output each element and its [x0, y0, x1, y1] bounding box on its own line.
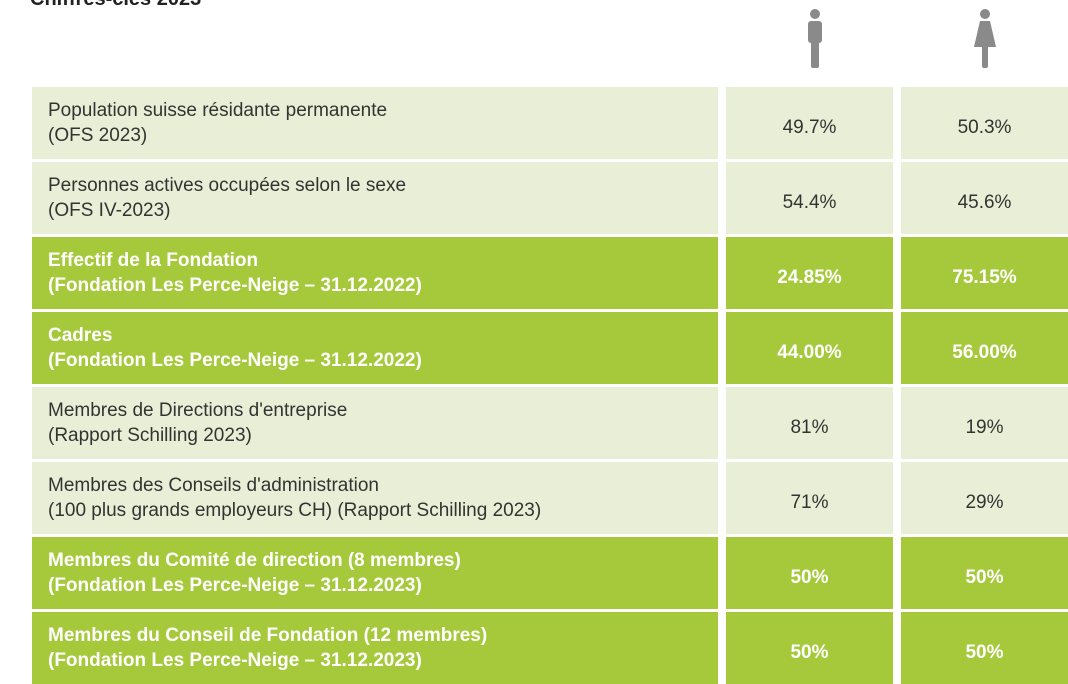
label-line: (Fondation Les Perce-Neige – 31.12.2023)	[48, 650, 422, 671]
women-value: 56.00%	[901, 312, 1068, 384]
man-icon	[808, 9, 822, 68]
header-icons	[808, 9, 996, 68]
label-line: (Fondation Les Perce-Neige – 31.12.2023)	[48, 575, 422, 596]
women-value: 50%	[901, 612, 1068, 684]
title: Chiffres-clés 2023	[30, 0, 201, 11]
label-line: Cadres	[48, 325, 113, 346]
row-label: Membres des Conseils d'administration (10…	[32, 462, 718, 534]
label-line: Personnes actives occupées selon le sexe	[48, 175, 407, 196]
label-line: (OFS 2023)	[48, 125, 148, 146]
table-row: Population suisse résidante permanente (O…	[32, 87, 1068, 159]
row-label: Personnes actives occupées selon le sexe…	[32, 162, 718, 234]
label-line: (100 plus grands employeurs CH) (Rapport…	[48, 500, 542, 521]
row-label: Cadres (Fondation Les Perce-Neige – 31.12…	[32, 312, 718, 384]
men-value: 24.85%	[726, 237, 893, 309]
table-row: Effectif de la Fondation (Fondation Les P…	[32, 237, 1068, 309]
label-line: Membres de Directions d'entreprise	[48, 400, 348, 421]
women-value: 19%	[901, 387, 1068, 459]
label-line: (Fondation Les Perce-Neige – 31.12.2022)	[48, 275, 422, 296]
women-value: 29%	[901, 462, 1068, 534]
men-value: 49.7%	[726, 87, 893, 159]
label-line: Membres du Conseil de Fondation (12 memb…	[48, 625, 488, 646]
table-row: Cadres (Fondation Les Perce-Neige – 31.12…	[32, 312, 1068, 384]
label-line: Population suisse résidante permanente	[48, 100, 388, 121]
row-label: Population suisse résidante permanente (O…	[32, 87, 718, 159]
men-value: 50%	[726, 537, 893, 609]
table-row: Membres du Conseil de Fondation (12 memb…	[32, 612, 1068, 684]
women-value: 75.15%	[901, 237, 1068, 309]
men-value: 81%	[726, 387, 893, 459]
label-line: Membres du Comité de direction (8 membre…	[48, 550, 461, 571]
table-row: Membres du Comité de direction (8 membre…	[32, 537, 1068, 609]
women-value: 50%	[901, 537, 1068, 609]
label-line: (Rapport Schilling 2023)	[48, 425, 252, 446]
men-value: 71%	[726, 462, 893, 534]
label-line: Effectif de la Fondation	[48, 250, 259, 271]
label-line: Membres des Conseils d'administration	[48, 475, 379, 496]
table-row: Membres de Directions d'entreprise (Rappo…	[32, 387, 1068, 459]
table-row: Membres des Conseils d'administration (10…	[32, 462, 1068, 534]
men-value: 44.00%	[726, 312, 893, 384]
label-line: (Fondation Les Perce-Neige – 31.12.2022)	[48, 350, 422, 371]
label-line: (OFS IV-2023)	[48, 200, 171, 221]
women-value: 45.6%	[901, 162, 1068, 234]
table-row: Personnes actives occupées selon le sexe…	[32, 162, 1068, 234]
row-label: Membres du Conseil de Fondation (12 memb…	[32, 612, 718, 684]
row-label: Membres du Comité de direction (8 membre…	[32, 537, 718, 609]
woman-icon	[974, 9, 996, 68]
men-value: 50%	[726, 612, 893, 684]
row-label: Membres de Directions d'entreprise (Rappo…	[32, 387, 718, 459]
women-value: 50.3%	[901, 87, 1068, 159]
row-label: Effectif de la Fondation (Fondation Les P…	[32, 237, 718, 309]
men-value: 54.4%	[726, 162, 893, 234]
